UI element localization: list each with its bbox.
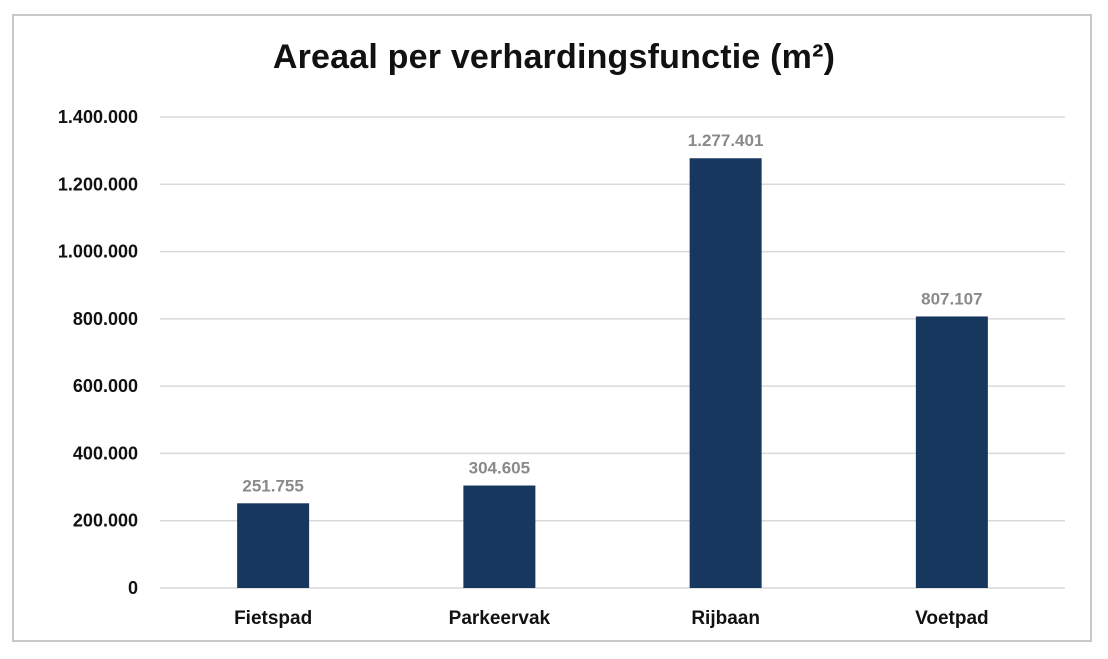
y-tick-label: 600.000 [73, 376, 138, 396]
y-axis-tick-labels: 0 200.000 400.000 600.000 800.000 1.000.000 1.… [58, 107, 138, 598]
y-tick-label: 1.400.000 [58, 107, 138, 127]
y-tick-label: 0 [128, 578, 138, 598]
x-axis-category-labels: Fietspad Parkeervak Rijbaan Voetpad [234, 608, 989, 629]
bar-fietspad [237, 503, 310, 588]
bars [237, 158, 988, 589]
category-label: Rijbaan [691, 608, 760, 629]
y-tick-label: 1.200.000 [58, 174, 138, 194]
data-label: 1.277.401 [688, 131, 764, 150]
category-label: Voetpad [915, 608, 989, 629]
y-tick-label: 400.000 [73, 443, 138, 463]
bar-voetpad [915, 316, 988, 588]
chart-frame [12, 14, 1092, 642]
data-labels: 251.755 304.605 1.277.401 807.107 [242, 131, 982, 495]
y-tick-label: 800.000 [73, 309, 138, 329]
chart-title: Areaal per verhardingsfunctie (m²) [272, 38, 836, 76]
y-tick-label: 200.000 [73, 511, 138, 531]
data-label: 304.605 [469, 459, 530, 478]
data-label: 807.107 [921, 289, 982, 308]
bar-parkeervak [463, 485, 536, 588]
category-label: Parkeervak [449, 608, 551, 629]
gridlines [160, 116, 1065, 589]
bar-rijbaan [689, 158, 762, 589]
data-label: 251.755 [242, 476, 303, 495]
y-tick-label: 1.000.000 [58, 242, 138, 262]
category-label: Fietspad [234, 608, 312, 629]
